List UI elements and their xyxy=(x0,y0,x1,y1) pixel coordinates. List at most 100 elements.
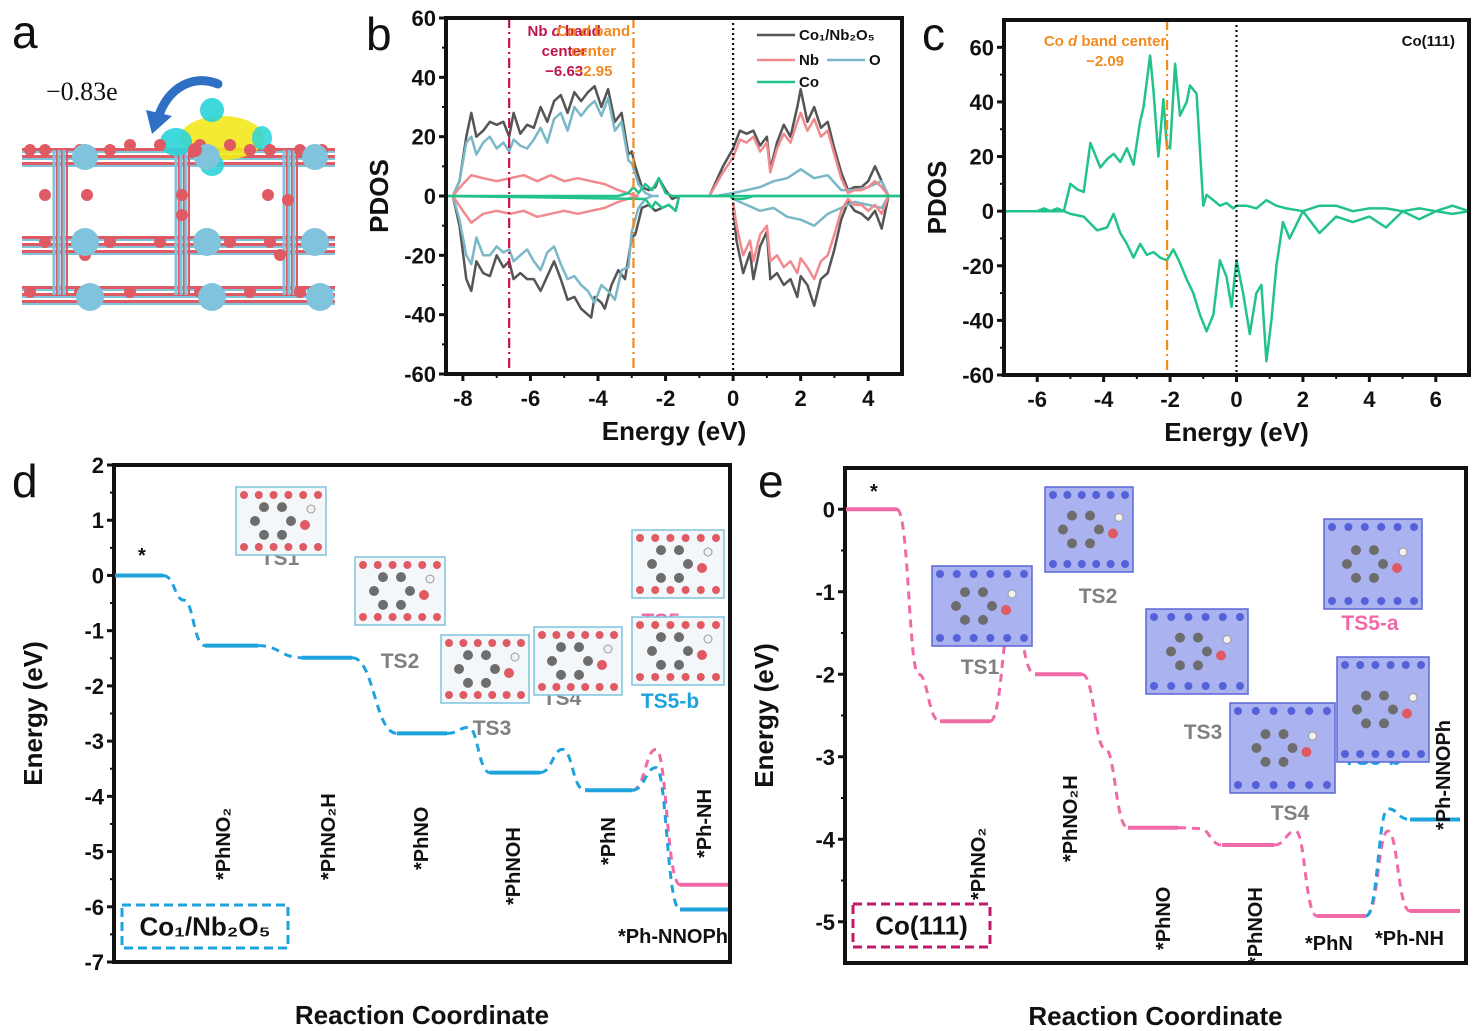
atom xyxy=(1287,707,1296,715)
series-group xyxy=(446,84,902,319)
y-tick-label: 0 xyxy=(823,497,835,522)
structure-thumbnail xyxy=(1336,656,1430,763)
state-label: *Ph-NNOPh xyxy=(1433,720,1455,830)
carbon-atom xyxy=(463,677,473,688)
atom xyxy=(284,543,293,551)
atom xyxy=(636,673,644,681)
carbon-atom xyxy=(1278,756,1289,767)
atom xyxy=(1251,707,1260,715)
carbon-atom xyxy=(656,572,666,583)
series-line-nb-down-cb- xyxy=(731,195,890,281)
niobium-atom xyxy=(72,144,98,170)
atom xyxy=(610,631,618,639)
atom xyxy=(418,613,427,621)
y-tick-label: -40 xyxy=(404,303,436,328)
oxygen-atom xyxy=(104,236,116,248)
series-line-o-up-cb- xyxy=(715,168,890,198)
chart-title: Co(111) xyxy=(1402,33,1455,50)
atom xyxy=(433,561,441,569)
niobium-atom xyxy=(306,283,334,311)
state-label: *PhNO xyxy=(1153,887,1175,950)
carbon-atom xyxy=(1166,646,1176,657)
oxygen-atom xyxy=(154,139,166,151)
carbon-atom xyxy=(1351,545,1361,556)
thumbnail-frame xyxy=(631,616,725,686)
carbon-atom xyxy=(1352,704,1362,715)
carbon-atom xyxy=(647,646,657,656)
reaction-connector xyxy=(631,766,682,912)
panel-label-c: c xyxy=(922,8,945,60)
hydrogen-atom xyxy=(703,634,713,644)
carbon-atom xyxy=(574,642,584,653)
carbon-atom xyxy=(277,502,287,513)
atom xyxy=(636,621,644,629)
x-tick-label: 2 xyxy=(795,386,807,411)
atom xyxy=(552,683,561,691)
band-center-label: center xyxy=(571,43,616,60)
arrow-head-icon xyxy=(146,110,172,134)
atom xyxy=(1417,661,1425,669)
y-tick-label: -4 xyxy=(815,827,835,852)
structure-thumbnail xyxy=(1044,486,1134,573)
oxygen-atom xyxy=(104,144,116,156)
hydrogen-atom xyxy=(703,547,713,557)
series-line-o-down xyxy=(451,194,653,305)
legend-label: Co₁/Nb₂O₅ xyxy=(799,27,875,44)
atom xyxy=(681,673,690,681)
carbon-atom xyxy=(396,572,406,583)
atom xyxy=(1328,597,1336,605)
atom xyxy=(1410,523,1418,531)
oxygen-atom xyxy=(24,144,36,156)
oxygen-atom xyxy=(39,236,51,248)
state-label: *PhN xyxy=(598,817,620,865)
carbon-atom xyxy=(1369,545,1379,556)
atom xyxy=(373,613,382,621)
y-axis-label: PDOS xyxy=(364,159,394,233)
oxygen-atom xyxy=(224,236,236,248)
atom xyxy=(1305,781,1314,789)
carbon-atom xyxy=(1378,559,1388,569)
reaction-connector xyxy=(631,747,682,887)
atom xyxy=(1251,781,1260,789)
atom xyxy=(359,613,367,621)
atom xyxy=(1234,781,1242,789)
atom xyxy=(299,491,308,499)
thumbnail-frame xyxy=(1229,702,1336,794)
carbon-atom xyxy=(556,669,566,680)
oxygen-atom xyxy=(39,189,51,201)
oxygen-atom xyxy=(294,286,306,298)
carbon-atom xyxy=(1278,729,1289,740)
atom xyxy=(986,570,995,578)
structure-thumbnail xyxy=(631,616,725,686)
x-tick-label: 4 xyxy=(1363,387,1376,412)
carbon-atom xyxy=(987,601,997,611)
carbon-atom xyxy=(463,650,473,661)
atom xyxy=(969,570,978,578)
energy-profile-d: 2 1 0 -1 -2 -3 -4 -5 -6 -7 Reaction Coordinate Ener… xyxy=(18,453,732,1030)
atom xyxy=(240,491,248,499)
reaction-connector xyxy=(257,644,303,660)
atom xyxy=(1020,570,1028,578)
series-line-co-up xyxy=(446,176,902,198)
carbon-atom xyxy=(405,586,415,596)
carbon-atom xyxy=(378,572,388,583)
atom xyxy=(473,691,482,699)
carbon-atom xyxy=(960,614,970,625)
y-tick-label: -60 xyxy=(962,363,994,388)
atom xyxy=(1386,661,1395,669)
energy-profile-e: 0 -1 -2 -3 -4 -5 Reaction Coordinate Energy (eV… xyxy=(749,466,1468,1031)
reaction-connector xyxy=(162,573,206,648)
atom xyxy=(388,561,397,569)
carbon-atom xyxy=(286,516,296,526)
atom xyxy=(681,621,690,629)
carbon-atom xyxy=(1067,538,1077,549)
carbon-atom xyxy=(1287,743,1298,753)
thumbnail-frame xyxy=(1145,608,1249,695)
atom xyxy=(1393,523,1402,531)
atom xyxy=(696,586,705,594)
atom xyxy=(969,634,978,642)
carbon-atom xyxy=(951,601,961,611)
series-line-co-up xyxy=(1004,54,1469,213)
atom xyxy=(1417,750,1425,758)
atom xyxy=(240,543,248,551)
